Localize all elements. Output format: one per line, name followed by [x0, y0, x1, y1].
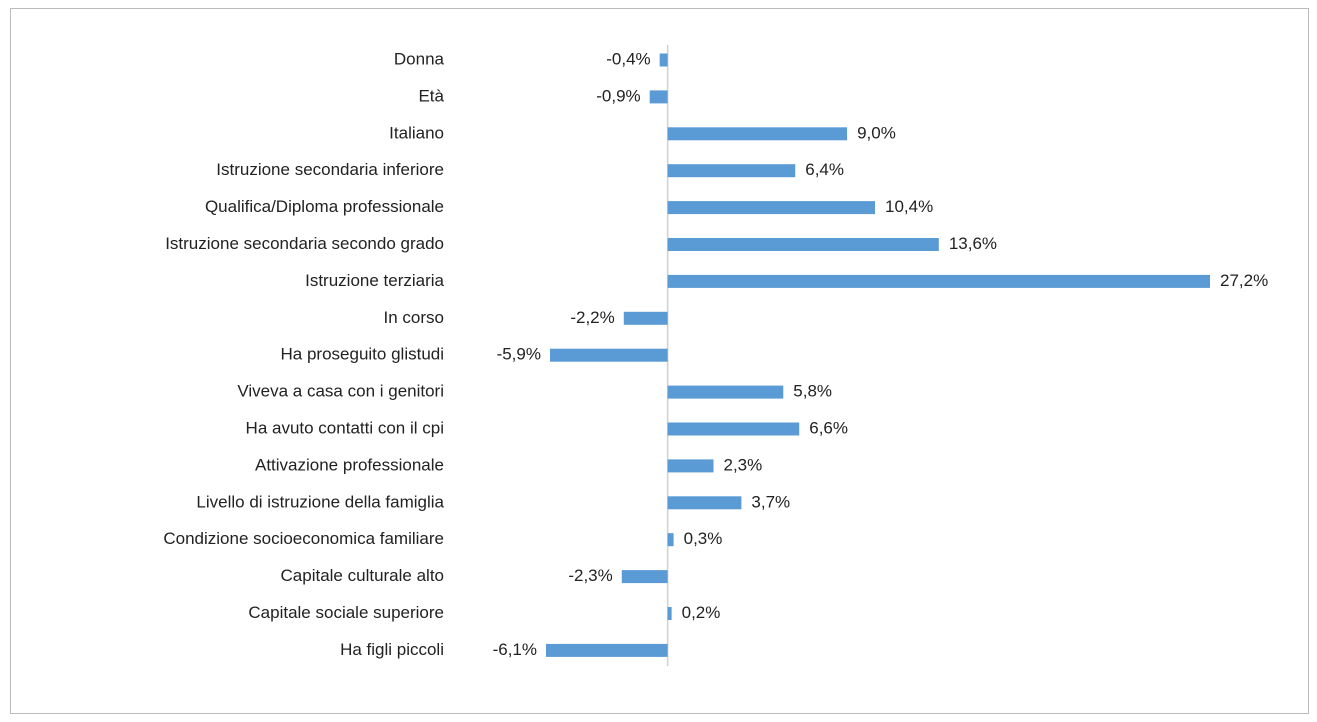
- value-label: 9,0%: [857, 123, 896, 142]
- category-label: Capitale culturale alto: [281, 566, 444, 585]
- bar: [667, 385, 784, 399]
- category-label: In corso: [384, 308, 444, 327]
- category-label: Attivazione professionale: [255, 455, 444, 474]
- category-label: Qualifica/Diploma professionale: [205, 197, 444, 216]
- value-label: 3,7%: [751, 492, 790, 511]
- bar: [659, 53, 668, 67]
- bar: [667, 127, 848, 141]
- value-label: 6,4%: [805, 160, 844, 179]
- value-label: -0,9%: [596, 86, 640, 105]
- value-label: 0,3%: [684, 529, 723, 548]
- bar: [546, 643, 668, 657]
- value-label: -2,2%: [570, 308, 614, 327]
- category-label: Istruzione secondaria secondo grado: [165, 234, 444, 253]
- bar: [667, 238, 939, 251]
- bar: [667, 274, 1210, 288]
- value-label: -0,4%: [606, 49, 650, 68]
- category-label: Ha figli piccoli: [340, 640, 444, 659]
- bar: [621, 570, 668, 584]
- category-label: Livello di istruzione della famiglia: [196, 492, 444, 511]
- bar: [549, 348, 668, 362]
- category-label: Età: [418, 86, 444, 105]
- category-label: Ha proseguito glistudi: [281, 345, 444, 364]
- bar: [649, 90, 668, 104]
- bar: [667, 164, 796, 178]
- category-label: Capitale sociale superiore: [248, 603, 444, 622]
- value-label: -5,9%: [497, 345, 541, 364]
- value-label: -2,3%: [568, 566, 612, 585]
- value-label: -6,1%: [493, 640, 537, 659]
- category-label: Condizione socioeconomica familiare: [163, 529, 444, 548]
- value-label: 6,6%: [809, 418, 848, 437]
- bar: [667, 607, 672, 620]
- category-label: Istruzione secondaria inferiore: [216, 160, 444, 179]
- bar: [667, 496, 742, 510]
- bar: [667, 201, 876, 215]
- value-label: 5,8%: [793, 382, 832, 401]
- category-label: Istruzione terziaria: [305, 271, 444, 290]
- category-label: Viveva a casa con i genitori: [237, 382, 444, 401]
- bar: [623, 311, 668, 325]
- value-label: 27,2%: [1220, 271, 1268, 290]
- value-label: 13,6%: [949, 234, 997, 253]
- category-label: Ha avuto contatti con il cpi: [246, 418, 444, 437]
- value-label: 2,3%: [723, 455, 762, 474]
- category-label: Italiano: [389, 123, 444, 142]
- bar: [667, 533, 674, 547]
- bar: [667, 459, 714, 473]
- value-label: 10,4%: [885, 197, 933, 216]
- bar: [667, 422, 800, 436]
- category-label: Donna: [394, 49, 445, 68]
- value-label: 0,2%: [682, 603, 721, 622]
